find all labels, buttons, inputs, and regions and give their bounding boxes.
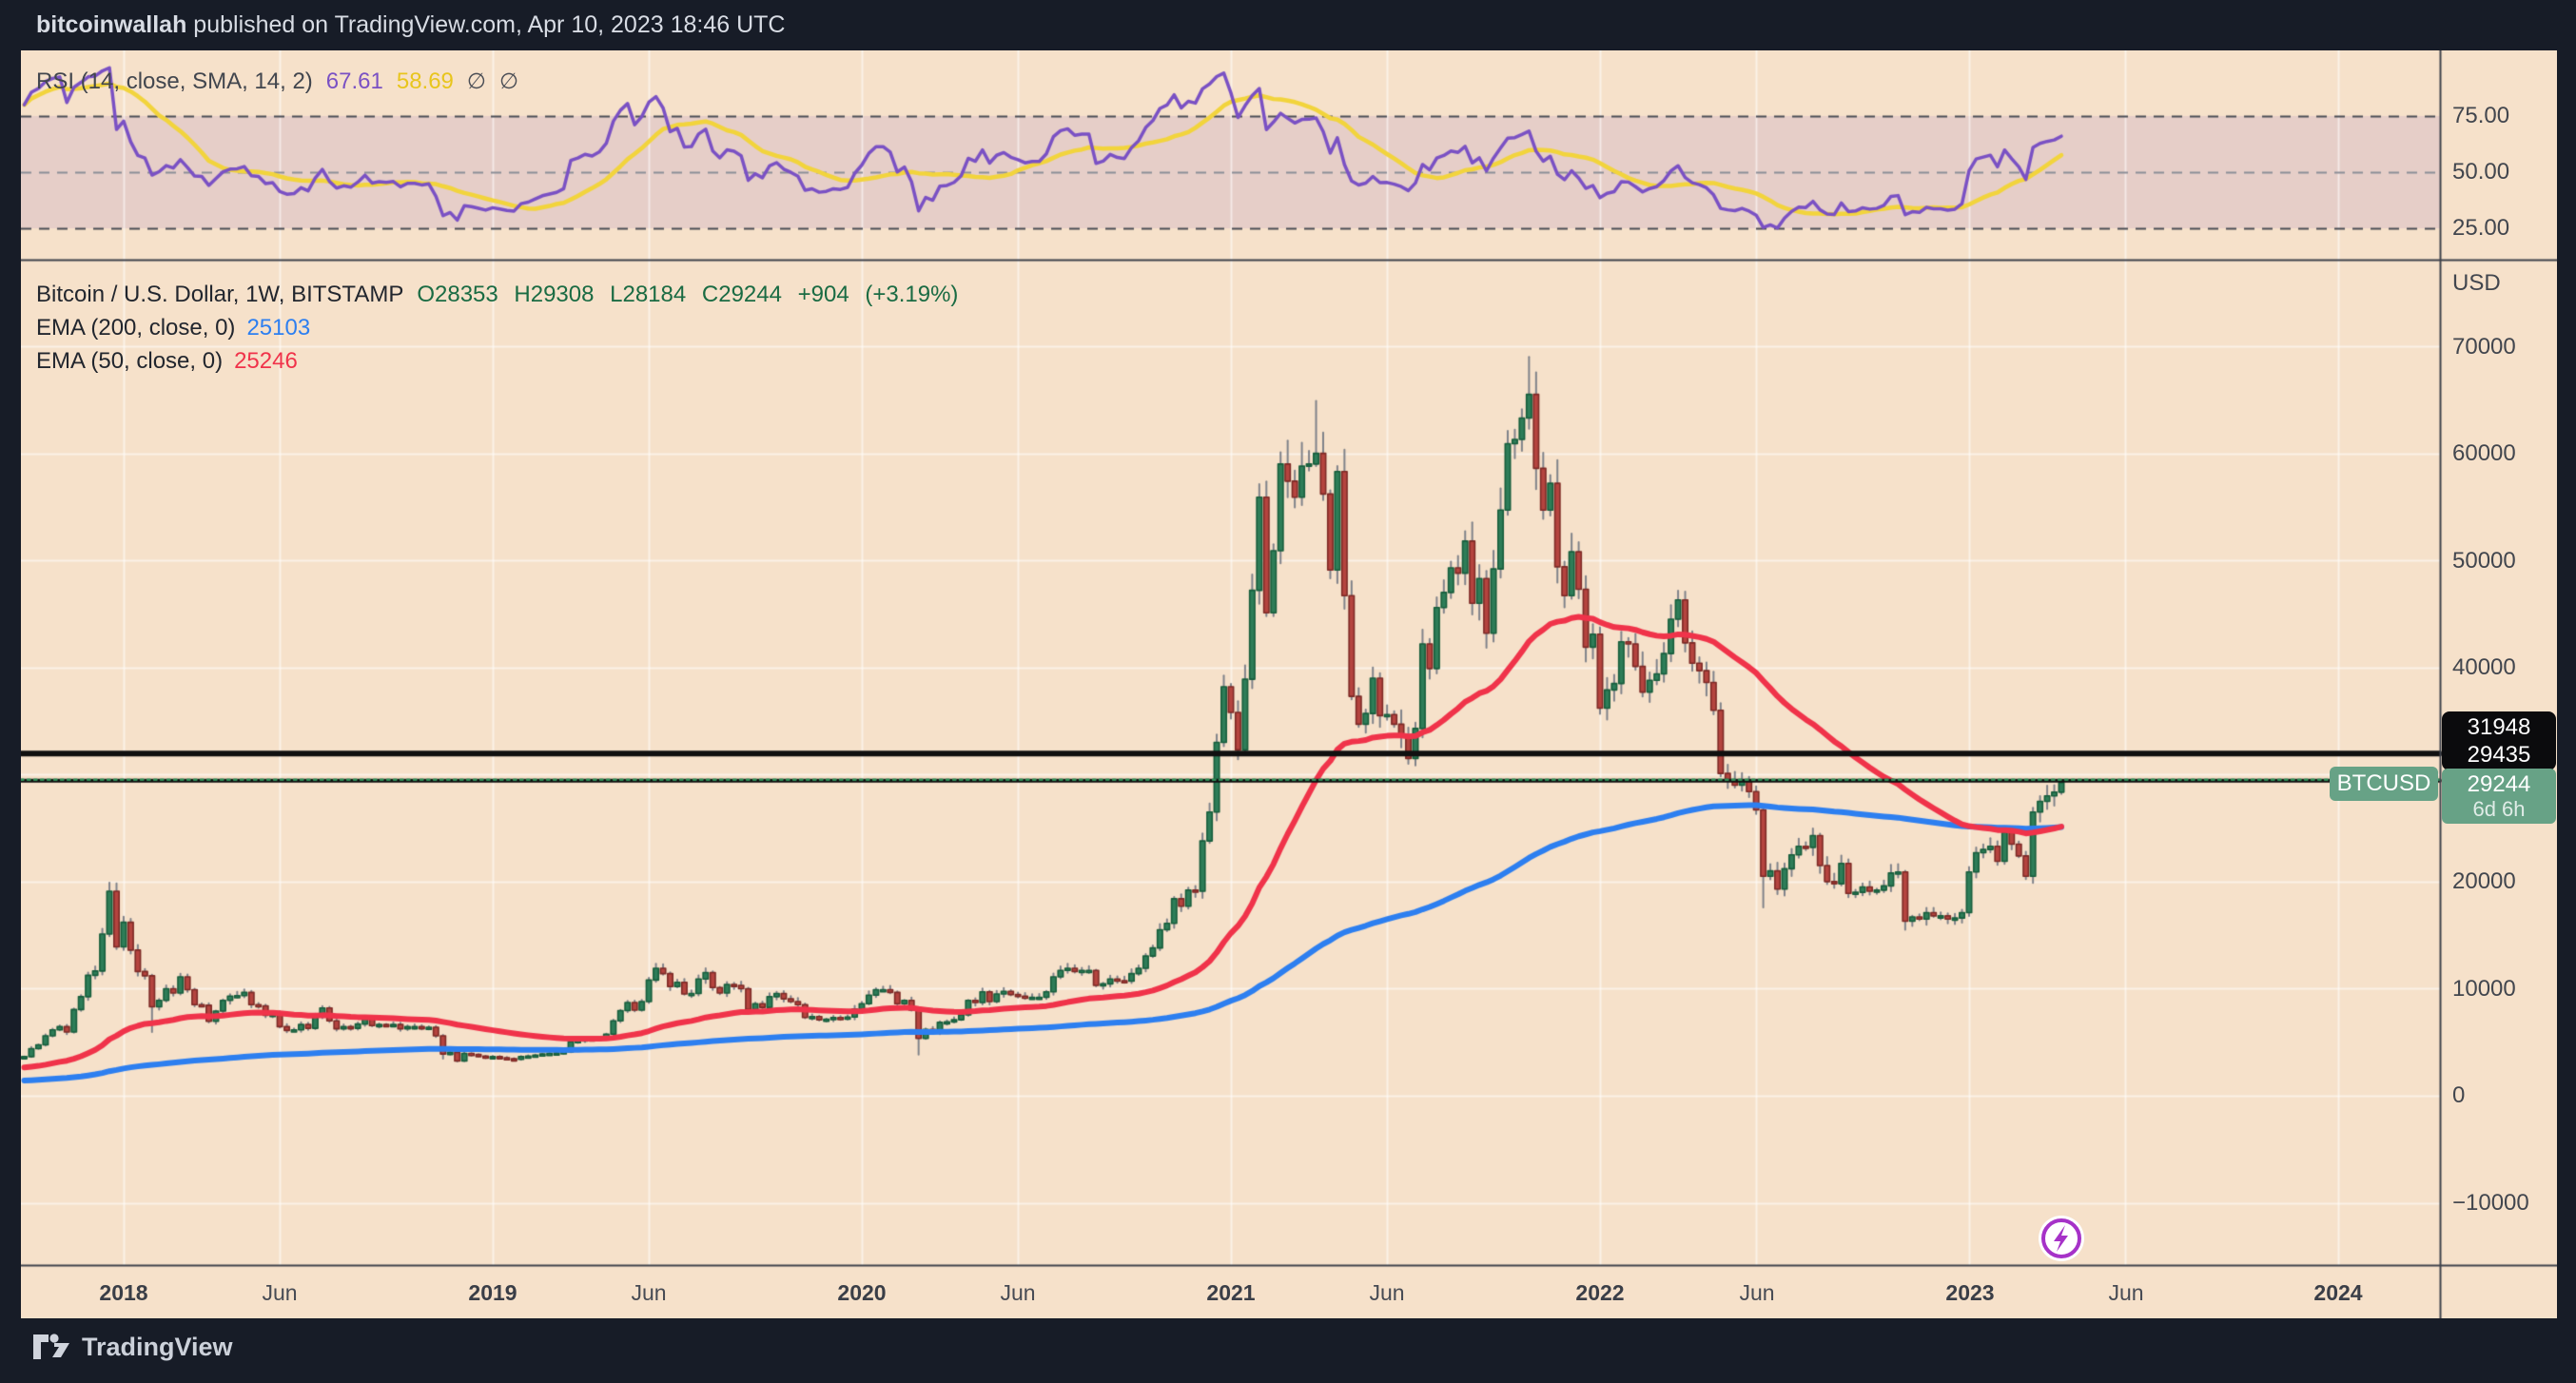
time-tick-jun20: Jun (1000, 1280, 1036, 1305)
bar-countdown: 6d 6h (2472, 797, 2526, 821)
time-tick-jun23: Jun (2108, 1280, 2144, 1305)
author-name: bitcoinwallah (36, 11, 187, 38)
price-tick-60000: 60000 (2452, 440, 2516, 466)
lightning-icon (2039, 1216, 2084, 1261)
rsi-legend-label: RSI (14, close, SMA, 14, 2) (36, 68, 313, 94)
ema50-legend-row: EMA (50, close, 0) 25246 (36, 344, 958, 378)
chart-canvas[interactable] (21, 50, 2557, 1318)
time-tick-2018: 2018 (99, 1280, 148, 1305)
horizontal-line-price-tags: 31948 29435 (2442, 711, 2556, 770)
ema200-legend-row: EMA (200, close, 0) 25103 (36, 311, 958, 344)
rsi-legend: RSI (14, close, SMA, 14, 2) 67.61 58.69 … (36, 68, 518, 95)
price-tick-50000: 50000 (2452, 548, 2516, 574)
ema200-label: EMA (200, close, 0) (36, 315, 236, 341)
time-tick-2020: 2020 (837, 1280, 887, 1305)
symbol-legend-row: Bitcoin / U.S. Dollar, 1W, BITSTAMP O2835… (36, 278, 958, 311)
price-axis-currency: USD (2452, 270, 2501, 296)
footer-brand: TradingView (32, 1332, 233, 1362)
time-tick-2021: 2021 (1206, 1280, 1256, 1305)
ray-price-31948: 31948 (2467, 714, 2531, 740)
price-tick-minus10000: −10000 (2452, 1190, 2529, 1216)
price-tick-0: 0 (2452, 1082, 2466, 1108)
rsi-tick-50: 50.00 (2452, 159, 2510, 185)
time-tick-jun19: Jun (631, 1280, 667, 1305)
time-tick-2019: 2019 (468, 1280, 517, 1305)
rsi-value: 67.61 (325, 68, 383, 94)
main-legend: Bitcoin / U.S. Dollar, 1W, BITSTAMP O2835… (36, 278, 958, 378)
ema200-value: 25103 (246, 315, 311, 341)
rsi-empty-icon-2: ∅ (498, 68, 518, 93)
symbol-title: Bitcoin / U.S. Dollar, 1W, BITSTAMP (36, 282, 404, 307)
rsi-sma-value: 58.69 (396, 68, 454, 94)
tradingview-wordmark: TradingView (82, 1332, 233, 1361)
last-price-tag: 29244 6d 6h (2442, 769, 2556, 824)
time-tick-jun22: Jun (1739, 1280, 1775, 1305)
rsi-empty-icon-1: ∅ (466, 68, 486, 93)
time-tick-2024: 2024 (2313, 1280, 2363, 1305)
time-tick-jun21: Jun (1369, 1280, 1405, 1305)
tradingview-logo-icon (33, 1334, 69, 1359)
last-price-value: 29244 (2467, 771, 2531, 797)
time-tick-2023: 2023 (1945, 1280, 1995, 1305)
time-tick-2022: 2022 (1575, 1280, 1625, 1305)
price-tick-40000: 40000 (2452, 654, 2516, 680)
ray-price-29435: 29435 (2467, 742, 2531, 768)
header-publish-info: published on TradingView.com, Apr 10, 20… (186, 11, 786, 38)
ema50-label: EMA (50, close, 0) (36, 348, 224, 374)
chart-frame (21, 50, 2557, 1318)
price-tick-70000: 70000 (2452, 334, 2516, 360)
rsi-tick-25: 25.00 (2452, 215, 2510, 241)
ohlc-values: O28353 H29308 L28184 C29244 +904 (+3.19%… (417, 282, 959, 307)
symbol-price-tag: BTCUSD (2330, 767, 2438, 801)
time-tick-jun18: Jun (262, 1280, 298, 1305)
rsi-tick-75: 75.00 (2452, 103, 2510, 128)
price-tick-10000: 10000 (2452, 976, 2516, 1002)
price-tick-20000: 20000 (2452, 868, 2516, 894)
ema50-value: 25246 (234, 348, 298, 374)
header-bar: bitcoinwallah published on TradingView.c… (0, 0, 2576, 50)
